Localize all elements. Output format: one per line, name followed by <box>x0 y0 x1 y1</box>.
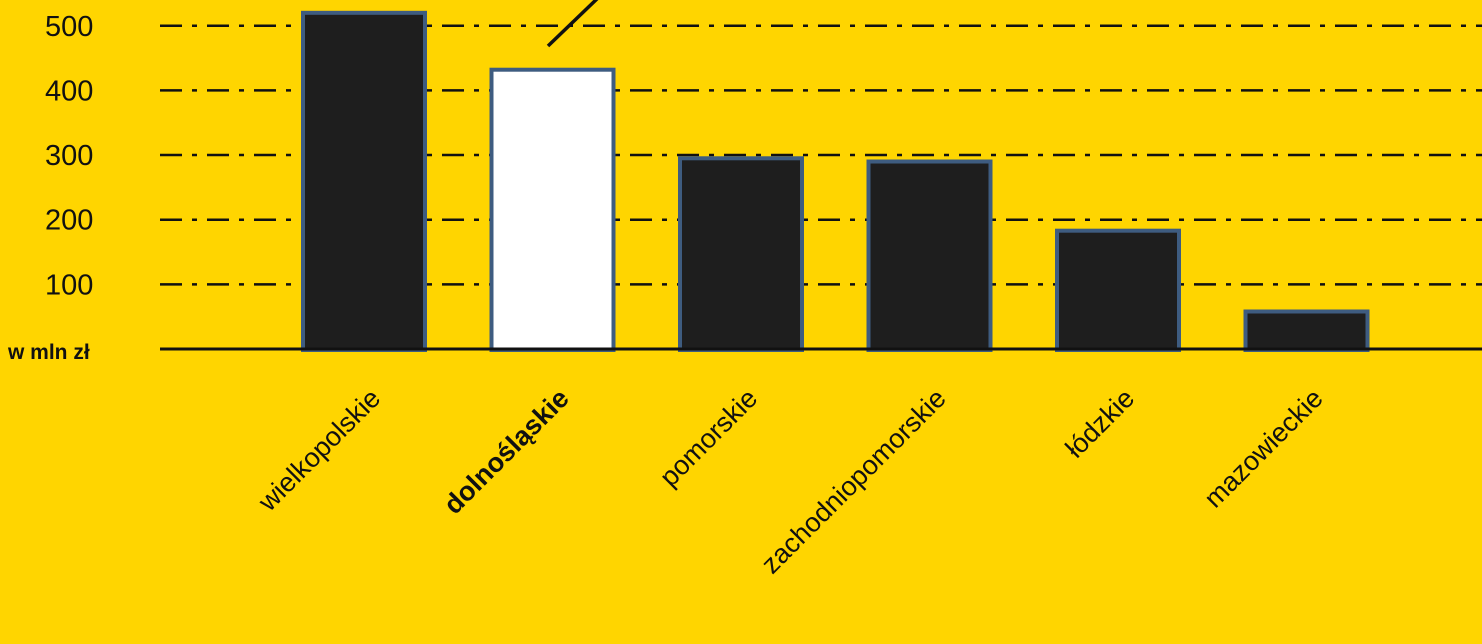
bar-łódzkie <box>1055 228 1181 353</box>
y-tick-label-500: 500 <box>45 11 93 43</box>
x-category-label-dolnośląskie: dolnośląskie <box>438 383 575 520</box>
x-category-label-wielkopolskie: wielkopolskie <box>252 383 386 517</box>
bar-zachodniopomorskie <box>866 159 993 352</box>
y-tick-label-100: 100 <box>45 269 93 301</box>
x-category-label-pomorskie: pomorskie <box>654 383 763 492</box>
x-category-label-mazowieckie: mazowieckie <box>1198 383 1329 514</box>
bars <box>301 10 1370 353</box>
y-tick-label-200: 200 <box>45 205 93 237</box>
annotation-pointer-line <box>546 0 599 48</box>
bar-pomorskie <box>678 156 804 352</box>
bar-wielkopolskie <box>301 10 427 352</box>
x-category-label-łódzkie: łódzkie <box>1060 383 1141 464</box>
y-tick-label-400: 400 <box>45 75 93 107</box>
bar-dolnośląskie <box>489 67 616 352</box>
bar-mazowieckie <box>1243 309 1370 352</box>
y-tick-label-300: 300 <box>45 140 93 172</box>
x-category-label-zachodniopomorskie: zachodniopomorskie <box>755 383 951 579</box>
x-axis-category-labels: wielkopolskie dolnośląskie pomorskiezachod… <box>252 383 1329 579</box>
y-axis-unit-label: w mln zł <box>7 341 90 364</box>
y-axis-ticks: 100 200 300 400 500 <box>45 11 93 302</box>
